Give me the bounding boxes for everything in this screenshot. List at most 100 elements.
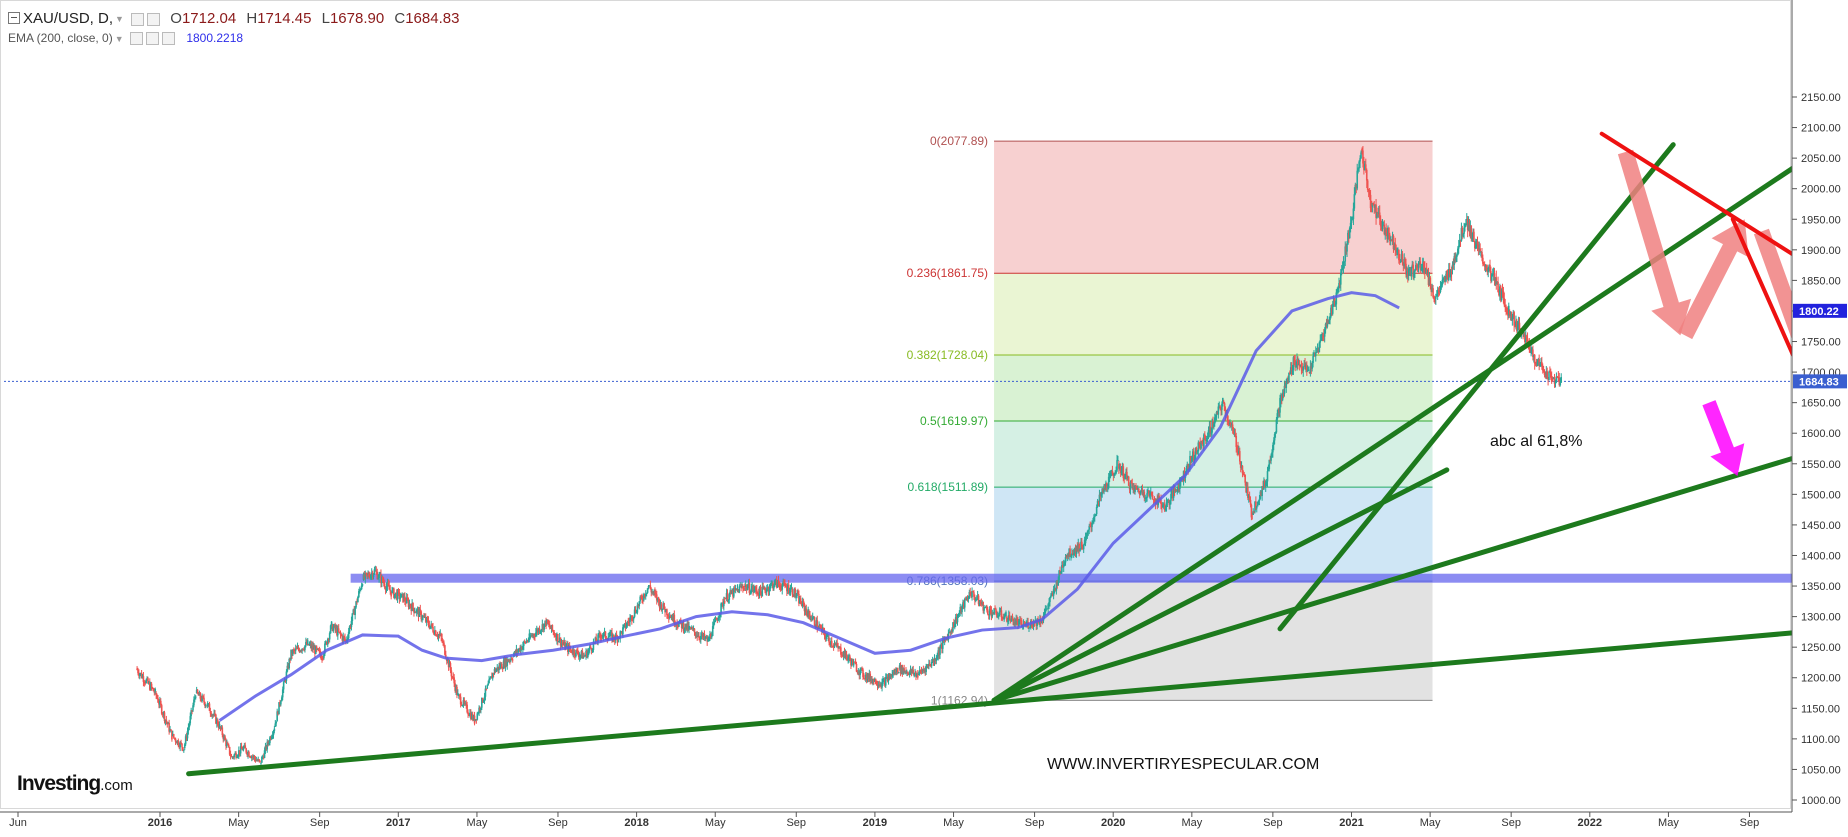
candle-body: [1017, 620, 1019, 626]
candle-body: [1312, 356, 1314, 363]
candle-body: [210, 713, 213, 716]
candle-body: [1162, 504, 1165, 506]
price-label-bg: [1793, 303, 1847, 318]
candle-body: [1113, 473, 1116, 476]
candle-body: [582, 655, 585, 659]
candle-body: [284, 680, 287, 682]
candle-body: [702, 633, 705, 638]
candle-body: [1290, 367, 1293, 372]
candle-body: [1514, 325, 1516, 327]
candle-body: [763, 587, 765, 589]
candle-body: [323, 653, 325, 658]
y-tick-label: 1600.00: [1801, 428, 1841, 440]
candle-body: [626, 621, 629, 626]
eye-icon[interactable]: [131, 12, 145, 26]
candle-body: [384, 587, 387, 590]
candle-body: [1530, 350, 1532, 353]
candle-body: [219, 726, 222, 729]
candle-body: [1060, 572, 1062, 574]
fib-zone: [994, 273, 1433, 355]
candle-body: [927, 664, 929, 666]
candle-body: [424, 617, 426, 619]
candle-body: [1504, 305, 1507, 307]
candle-body: [300, 650, 303, 652]
collapse-icon[interactable]: [8, 12, 20, 25]
candle-body: [1511, 317, 1514, 321]
candle-body: [1513, 312, 1515, 326]
candle-body: [697, 635, 699, 637]
candle-body: [1296, 359, 1298, 367]
candle-body: [815, 620, 818, 628]
candle-body: [857, 671, 860, 673]
candle-body: [1333, 298, 1336, 305]
candle-body: [794, 588, 797, 597]
candle-body: [293, 649, 295, 651]
candle-body: [1498, 291, 1500, 296]
candle-body: [1111, 471, 1114, 474]
candle-body: [1031, 625, 1034, 627]
candle-body: [783, 581, 785, 583]
candle-body: [722, 602, 724, 607]
candle-body: [1380, 226, 1383, 230]
candle-body: [374, 570, 377, 572]
candle-body: [1442, 278, 1445, 280]
candle-body: [984, 607, 986, 609]
candle-body: [1509, 313, 1512, 316]
candle-body: [1302, 366, 1305, 371]
candle-body: [368, 573, 370, 577]
candle-body: [1326, 319, 1329, 327]
settings-icon[interactable]: [147, 12, 161, 26]
candle-body: [252, 756, 255, 758]
candle-body: [789, 588, 792, 593]
candle-body: [733, 587, 735, 597]
candle-body: [1507, 310, 1509, 316]
candle-body: [598, 633, 600, 635]
candle-body: [982, 601, 984, 611]
candle-body: [1297, 364, 1300, 366]
candle-body: [1456, 255, 1458, 257]
candle-body: [884, 679, 886, 686]
candle-body: [1424, 267, 1427, 274]
candle-body: [409, 603, 412, 607]
eye-icon[interactable]: [129, 32, 143, 46]
candle-body: [1068, 548, 1070, 557]
candle-body: [743, 588, 745, 590]
candle-body: [908, 671, 911, 675]
chevron-down-icon[interactable]: ▼: [114, 33, 124, 44]
candle-body: [1324, 323, 1327, 330]
candle-body: [341, 635, 344, 641]
candle-body: [205, 705, 207, 707]
close-icon[interactable]: [161, 32, 175, 46]
candle-body: [780, 588, 783, 590]
candle-body: [1339, 272, 1342, 285]
settings-icon[interactable]: [145, 32, 159, 46]
candle-body: [465, 703, 468, 705]
candle-body: [329, 625, 332, 634]
candle-body: [401, 593, 403, 595]
candle-body: [1524, 334, 1526, 342]
candle-body: [366, 572, 368, 575]
candle-body: [714, 618, 717, 622]
candle-body: [879, 684, 882, 686]
candle-body: [355, 601, 357, 608]
indicator-label[interactable]: EMA (200, close, 0): [8, 31, 113, 45]
candle-body: [746, 587, 749, 590]
candle-body: [1072, 553, 1075, 555]
chevron-down-icon[interactable]: ▼: [115, 14, 124, 25]
candle-body: [561, 642, 564, 644]
candle-body: [1106, 487, 1109, 489]
candle-body: [767, 587, 770, 592]
candle-body: [929, 665, 932, 667]
candle-body: [753, 589, 755, 592]
candle-body: [952, 622, 954, 632]
candle-body: [552, 630, 555, 633]
candle-body: [1019, 620, 1021, 622]
candle-body: [1464, 225, 1466, 228]
candle-body: [708, 639, 710, 642]
candle-body: [1390, 239, 1393, 241]
candle-body: [231, 756, 234, 758]
candle-body: [1210, 432, 1213, 434]
candle-body: [491, 676, 493, 679]
candle-body: [1381, 221, 1384, 230]
candle-body: [1492, 273, 1495, 275]
